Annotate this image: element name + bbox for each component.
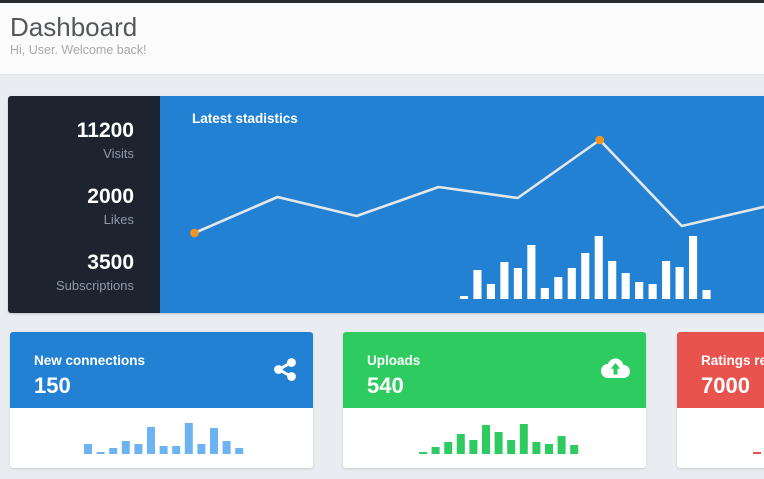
card-new-connections-body	[10, 408, 313, 468]
card-ratings-received-body	[677, 408, 764, 468]
stats-summary-panel: 11200 Visits 2000 Likes 3500 Subscriptio…	[8, 96, 160, 313]
uploads-sparkline	[419, 424, 579, 454]
stat-visits-label: Visits	[103, 146, 134, 161]
stat-likes-value: 2000	[87, 185, 134, 208]
latest-statistics-chart-area: Latest stadistics	[160, 96, 764, 313]
card-ratings-received-header: Ratings received 7000	[677, 332, 764, 408]
cloud-upload-icon	[599, 357, 631, 384]
top-accent-bar	[0, 0, 764, 3]
card-new-connections-header: New connections 150	[10, 332, 313, 408]
page-header: Dashboard Hi, User. Welcome back!	[0, 3, 764, 75]
card-ratings-received: Ratings received 7000	[677, 332, 764, 468]
statistics-board: 11200 Visits 2000 Likes 3500 Subscriptio…	[8, 96, 764, 313]
stat-visits-value: 11200	[76, 119, 134, 142]
chart-title: Latest stadistics	[192, 111, 298, 126]
card-uploads: Uploads 540	[343, 332, 646, 468]
card-uploads-body	[343, 408, 646, 468]
card-uploads-value: 540	[367, 373, 404, 398]
page-subtitle: Hi, User. Welcome back!	[10, 43, 147, 57]
card-uploads-header: Uploads 540	[343, 332, 646, 408]
card-ratings-received-value: 7000	[701, 373, 750, 398]
new-connections-sparkline	[84, 423, 244, 454]
ratings-received-sparkline	[753, 452, 761, 454]
stat-likes-label: Likes	[103, 212, 134, 227]
stat-subscriptions: 3500 Subscriptions	[8, 250, 134, 296]
stat-visits: 11200 Visits	[8, 118, 134, 164]
share-icon	[272, 357, 298, 387]
card-new-connections-value: 150	[34, 373, 71, 398]
stat-likes: 2000 Likes	[8, 184, 134, 230]
stat-subscriptions-value: 3500	[87, 251, 134, 274]
card-new-connections: New connections 150	[10, 332, 313, 468]
card-ratings-received-title: Ratings received	[701, 353, 764, 368]
stat-subscriptions-label: Subscriptions	[55, 278, 134, 293]
card-new-connections-title: New connections	[34, 353, 146, 368]
page-title: Dashboard	[10, 12, 138, 42]
card-uploads-title: Uploads	[367, 353, 421, 368]
statistics-line-bar-chart	[190, 135, 764, 299]
